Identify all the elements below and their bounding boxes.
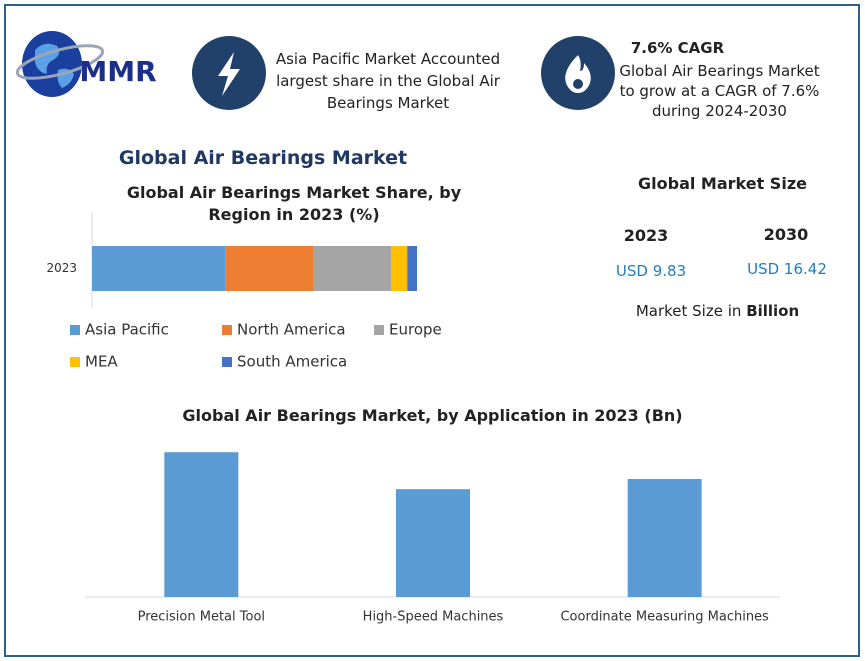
region-chart-title: Global Air Bearings Market Share, by Reg… [126, 183, 462, 224]
year: 2030 [763, 225, 809, 244]
note-text: Market Size in [635, 302, 742, 320]
bolt-icon [218, 52, 240, 96]
bar-segment [92, 246, 226, 291]
main-title: Global Air Bearings Market [118, 147, 408, 169]
cagr-text: Global Air Bearings Market to grow at a … [619, 62, 820, 120]
legend-label: South America [237, 353, 347, 371]
legend-label: North America [237, 321, 346, 339]
bar [164, 452, 239, 597]
legend-swatch [70, 325, 80, 335]
highlight-text: Asia Pacific Market Accounted largest sh… [275, 50, 501, 112]
market-note: Market Size in Billion [590, 302, 845, 320]
x-tick-label: High-Speed Machines [363, 610, 504, 625]
legend-label: Asia Pacific [85, 321, 169, 339]
bar-segment [407, 246, 417, 291]
page-border [4, 4, 860, 657]
legend-swatch [222, 357, 232, 367]
logo-text: MMR [79, 55, 156, 88]
bar-segment [391, 246, 408, 291]
legend-label: Europe [389, 321, 442, 339]
bar [627, 478, 702, 597]
legend-swatch [70, 357, 80, 367]
market-value: USD 9.83 [615, 262, 687, 280]
x-tick-label: Precision Metal Tool [138, 610, 265, 625]
market-size-title: Global Market Size [638, 174, 807, 193]
bar [396, 489, 470, 597]
year: 2023 [623, 226, 669, 245]
legend-swatch [222, 325, 232, 335]
bar-segment [313, 246, 391, 291]
x-tick-label: Coordinate Measuring Machines [560, 610, 769, 625]
bar-segment [225, 246, 313, 291]
flame-core [573, 79, 583, 89]
legend-swatch [374, 325, 384, 335]
flame-icon [565, 55, 591, 93]
legend-label: MEA [85, 353, 118, 371]
logo-globe [15, 31, 105, 97]
market-value: USD 16.42 [747, 260, 827, 278]
application-chart-title: Global Air Bearings Market, by Applicati… [182, 406, 683, 425]
cagr-title: 7.6% CAGR [630, 39, 725, 57]
y-tick-label: 2023 [46, 261, 77, 275]
note-unit: Billion [746, 302, 800, 320]
